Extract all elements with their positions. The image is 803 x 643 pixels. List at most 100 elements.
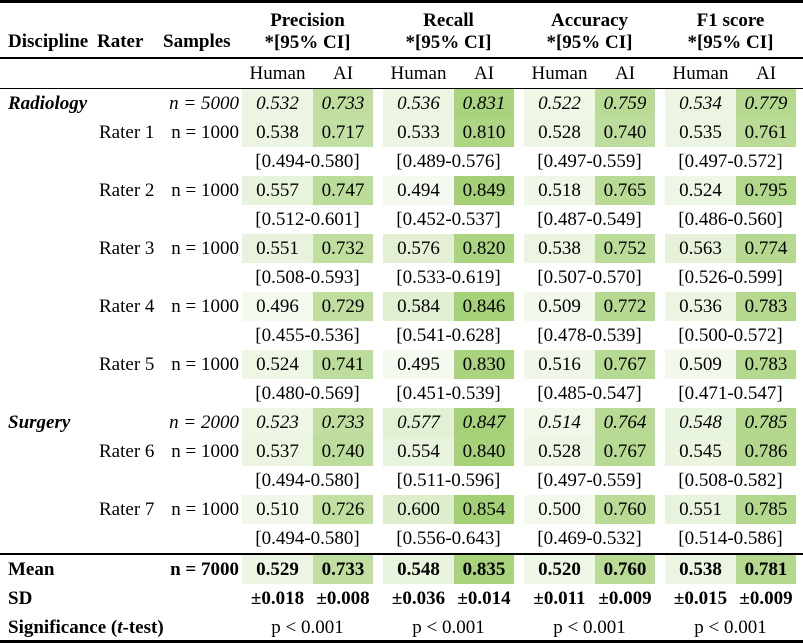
metric-value-cell: 0.767 [595, 350, 655, 379]
column-gap [514, 350, 524, 379]
rater-cell: Rater 1 [99, 121, 155, 143]
metric-value-cell: 0.510 [242, 495, 313, 524]
column-gap [655, 466, 665, 495]
samples-cell: n = 1000 [171, 498, 239, 520]
table-row-group: Radiology n = 5000 0.532 0.733 0.536 0.831 0.5… [0, 88, 803, 119]
column-gap [514, 118, 524, 147]
metric-value-cell: 0.538 [524, 234, 595, 263]
discipline-cell [0, 495, 97, 524]
column-gap [655, 553, 665, 584]
column-gap [514, 613, 524, 640]
metric-value-cell: 0.584 [383, 292, 454, 321]
samples-cell [163, 263, 242, 292]
rater-cell [97, 584, 163, 613]
significance-value: p < 0.001 [412, 616, 485, 638]
column-gap [514, 584, 524, 613]
column-gap [373, 553, 383, 584]
metric-value-cell: 0.557 [242, 176, 313, 205]
column-gap [655, 292, 665, 321]
discipline-cell [0, 437, 97, 466]
metric-value-cell: 0.509 [665, 350, 736, 379]
metric-value-cell: 0.528 [524, 118, 595, 147]
significance-value: p < 0.001 [553, 616, 626, 638]
column-gap [514, 205, 524, 234]
discipline-cell [0, 350, 97, 379]
column-gap [796, 321, 803, 350]
metric-value-cell: 0.779 [736, 88, 796, 118]
column-gap [373, 613, 383, 640]
metric-title: Accuracy [550, 10, 629, 32]
table-row-mean: Mean n = 7000 0.529 0.733 0.548 0.835 0.520 0.7… [0, 553, 803, 584]
ci-cell: [0.508-0.582] [678, 469, 783, 491]
table-row-rater: Rater 3 n = 1000 0.551 0.732 0.576 0.820 0.538… [0, 234, 803, 263]
metric-value-cell: 0.732 [313, 234, 373, 263]
column-gap [373, 466, 383, 495]
ci-cell: [0.480-0.569] [255, 382, 360, 404]
metric-value-cell: 0.554 [383, 437, 454, 466]
column-gap [796, 263, 803, 292]
metric-value-cell: 0.795 [736, 176, 796, 205]
column-gap [514, 466, 524, 495]
metric-value-cell: 0.785 [736, 495, 796, 524]
ci-cell: [0.471-0.547] [678, 382, 783, 404]
column-gap [796, 234, 803, 263]
column-gap [655, 89, 665, 119]
column-gap [655, 118, 665, 147]
subheader-human-recall: Human [383, 58, 454, 89]
samples-cell: n = 1000 [171, 353, 239, 375]
rater-cell [97, 263, 163, 292]
column-gap [796, 350, 803, 379]
metric-value-cell: 0.551 [665, 495, 736, 524]
ci-cell: [0.469-0.532] [537, 527, 642, 549]
rater-cell [97, 524, 163, 554]
ci-cell: [0.511-0.596] [396, 469, 501, 491]
metric-value-cell: 0.740 [595, 118, 655, 147]
column-header-discipline: Discipline [0, 3, 97, 59]
metric-value-cell: 0.529 [242, 553, 313, 584]
metric-value-cell: 0.846 [454, 292, 514, 321]
column-gap [373, 524, 383, 554]
column-header-rater: Rater [97, 3, 163, 59]
rater-cell [97, 408, 163, 437]
metric-value-cell: 0.495 [383, 350, 454, 379]
ci-cell: [0.497-0.559] [537, 469, 642, 491]
column-gap [655, 234, 665, 263]
samples-cell [163, 321, 242, 350]
ci-note: *[95% CI] [546, 31, 633, 53]
metric-value-cell: 0.767 [595, 437, 655, 466]
column-gap [796, 408, 803, 437]
column-gap [655, 3, 665, 59]
ci-cell: [0.486-0.560] [678, 208, 783, 230]
ci-cell: [0.494-0.580] [255, 150, 360, 172]
column-gap [373, 205, 383, 234]
discipline-cell [0, 524, 97, 554]
metric-value-cell: 0.785 [736, 408, 796, 437]
ci-cell: [0.507-0.570] [537, 266, 642, 288]
metric-value-cell: 0.500 [524, 495, 595, 524]
ci-cell: [0.451-0.539] [396, 382, 501, 404]
metric-value-cell: 0.831 [454, 88, 514, 118]
metric-value-cell: 0.538 [665, 553, 736, 584]
metric-value-cell: 0.783 [736, 292, 796, 321]
ci-note: *[95% CI] [264, 31, 351, 53]
table-row-sig: Significance (t-test) p < 0.001 p < 0.001 p… [0, 613, 803, 640]
sig-label-suffix: -test) [122, 616, 164, 638]
metric-value-cell: 0.760 [595, 553, 655, 584]
column-gap [796, 495, 803, 524]
rater-cell [97, 321, 163, 350]
table-row-rater: Rater 6 n = 1000 0.537 0.740 0.554 0.840 0.528… [0, 437, 803, 466]
rater-cell [97, 466, 163, 495]
metric-value-cell: 0.765 [595, 176, 655, 205]
samples-cell [163, 466, 242, 495]
ci-cell: [0.526-0.599] [678, 266, 783, 288]
metric-value-cell: ±0.036 [391, 587, 446, 609]
metric-value-cell: 0.840 [454, 437, 514, 466]
metric-value-cell: 0.534 [665, 88, 736, 118]
column-gap [514, 3, 524, 59]
column-gap [796, 524, 803, 554]
metric-title: Recall [423, 10, 474, 32]
column-gap [655, 437, 665, 466]
ci-cell: [0.533-0.619] [396, 266, 501, 288]
table-row-rater: Rater 5 n = 1000 0.524 0.741 0.495 0.830 0.516… [0, 350, 803, 379]
table-row-ci: [0.455-0.536] [0.541-0.628] [0.478-0.539] [… [0, 321, 803, 350]
